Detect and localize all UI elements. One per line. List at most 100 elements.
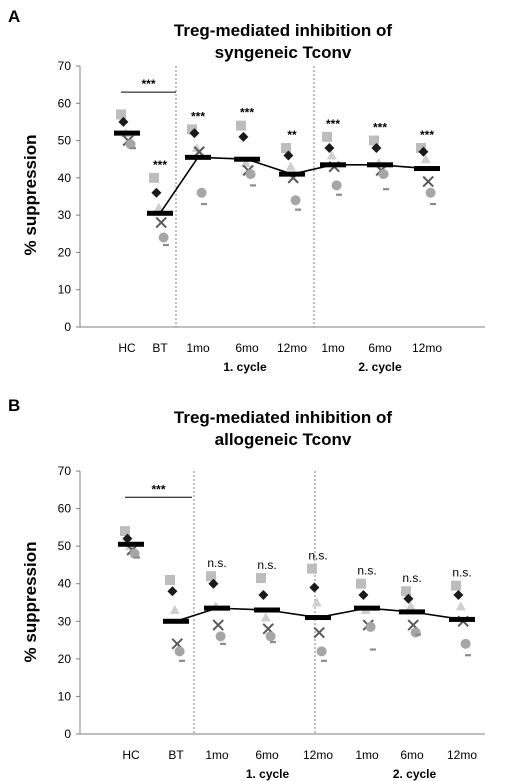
data-point — [326, 150, 337, 160]
x-tick-label: 12mo — [447, 748, 477, 762]
mean-bar — [354, 605, 380, 611]
data-point — [321, 659, 327, 662]
data-point — [309, 582, 320, 593]
data-point — [430, 202, 436, 206]
mean-bar — [279, 171, 305, 177]
panel-label: A — [8, 7, 20, 26]
x-tick-label: 12mo — [277, 341, 307, 355]
significance-label: n.s. — [207, 556, 226, 570]
data-point — [290, 195, 301, 206]
data-point — [425, 187, 436, 198]
data-point — [265, 631, 276, 642]
data-point — [358, 589, 369, 600]
data-point — [245, 169, 256, 180]
mean-bar — [118, 541, 144, 547]
y-tick-label: 10 — [58, 283, 72, 297]
data-point — [151, 187, 162, 198]
cycle-label: 2. cycle — [358, 360, 402, 374]
significance-label: *** — [420, 128, 434, 142]
data-point — [122, 533, 133, 544]
data-point — [383, 188, 389, 191]
y-tick-label: 40 — [58, 171, 72, 185]
x-tick-label: 6mo — [400, 748, 424, 762]
y-tick-label: 20 — [58, 652, 72, 666]
data-point — [311, 597, 322, 607]
significance-label: n.s. — [452, 566, 471, 580]
data-point — [260, 612, 271, 622]
data-point — [206, 571, 216, 582]
y-tick-label: 60 — [58, 96, 72, 110]
mean-bar — [185, 154, 211, 160]
data-point — [420, 154, 431, 164]
data-point — [167, 586, 178, 597]
mean-bar — [449, 616, 475, 622]
x-tick-label: 1mo — [186, 341, 210, 355]
data-point — [453, 589, 464, 600]
data-point — [191, 143, 202, 153]
x-tick-label: 6mo — [368, 341, 392, 355]
data-point — [125, 139, 136, 150]
x-tick-label: 12mo — [412, 341, 442, 355]
y-tick-label: 50 — [58, 539, 72, 553]
data-point — [201, 202, 207, 206]
chart-title: allogeneic Tconv — [215, 430, 352, 449]
chart-title: Treg-mediated inhibition of — [174, 21, 393, 40]
data-point — [322, 131, 332, 142]
data-point — [410, 627, 421, 638]
mean-bar — [234, 156, 260, 162]
data-point — [307, 563, 317, 574]
y-tick-label: 30 — [58, 208, 72, 222]
x-tick-label: 12mo — [303, 748, 333, 762]
mean-bar — [367, 162, 393, 168]
data-point — [455, 601, 466, 611]
data-point — [240, 157, 251, 167]
data-point — [405, 601, 416, 611]
significance-bracket-label: *** — [151, 482, 165, 496]
data-point — [153, 202, 164, 212]
data-point — [134, 556, 140, 559]
x-tick-label: BT — [152, 341, 168, 355]
cycle-label: 1. cycle — [223, 360, 267, 374]
data-point — [116, 109, 126, 120]
chart-a-svg: A Treg-mediated inhibition of syngeneic Tc… — [8, 7, 485, 374]
significance-label: *** — [326, 117, 340, 131]
significance-label: n.s. — [308, 549, 327, 563]
data-point — [196, 187, 207, 198]
significance-label: n.s. — [257, 558, 276, 572]
cycle-label: 2. cycle — [393, 767, 437, 781]
data-point — [270, 640, 276, 644]
significance-label: *** — [373, 121, 387, 135]
mean-bar — [399, 609, 425, 615]
data-point — [169, 605, 180, 615]
data-point — [212, 619, 224, 631]
data-point — [378, 169, 389, 180]
data-point — [236, 120, 246, 131]
x-tick-label: 6mo — [235, 341, 259, 355]
data-point — [165, 574, 175, 585]
data-point — [238, 131, 249, 142]
data-point — [155, 216, 167, 229]
data-point — [208, 578, 219, 589]
x-tick-label: 6mo — [255, 748, 279, 762]
data-point — [179, 659, 185, 662]
data-point — [220, 642, 226, 646]
data-point — [313, 626, 325, 639]
chart-title: Treg-mediated inhibition of — [174, 408, 393, 427]
mean-bar — [254, 607, 280, 613]
y-tick-label: 70 — [58, 464, 72, 478]
data-point — [331, 180, 342, 191]
mean-bar — [305, 615, 331, 621]
x-tick-label: HC — [118, 341, 136, 355]
cycle-label: 1. cycle — [246, 767, 290, 781]
y-tick-label: 0 — [64, 727, 71, 741]
data-point — [418, 146, 429, 157]
y-axis-label: % suppression — [21, 135, 40, 256]
data-point — [120, 526, 130, 537]
data-point — [422, 175, 434, 188]
data-point — [370, 648, 376, 651]
significance-label: n.s. — [357, 564, 376, 578]
y-tick-label: 60 — [58, 502, 72, 516]
data-point — [158, 232, 169, 243]
y-tick-label: 0 — [64, 320, 71, 334]
mean-bar — [320, 162, 346, 168]
